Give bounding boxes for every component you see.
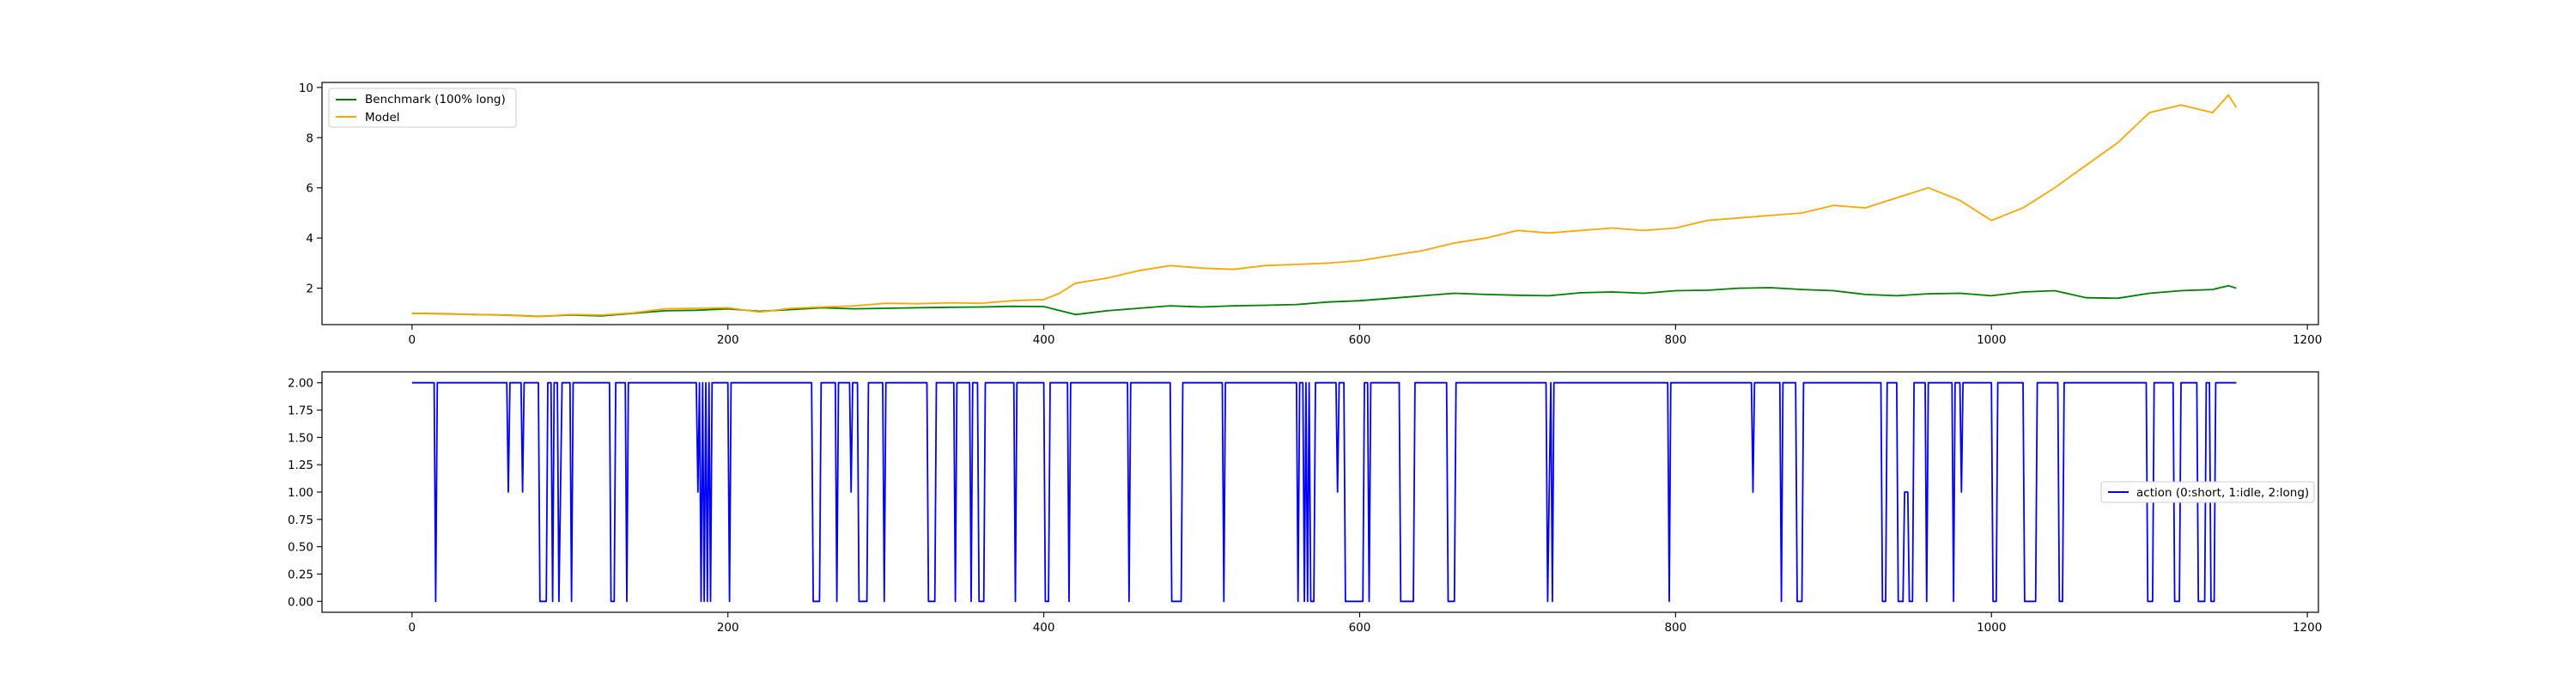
- bottom-x-axis: 0 200 400 600 800 1000 1200: [409, 612, 2322, 635]
- top-x-tick-label: 400: [1033, 333, 1055, 347]
- bottom-legend: action (0:short, 1:idle, 2:long): [2100, 481, 2315, 503]
- bottom-y-tick-label: 0.25: [288, 568, 313, 581]
- top-y-tick-label: 10: [299, 82, 313, 95]
- legend-label-model: Model: [365, 111, 400, 125]
- bottom-y-tick-label: 0.75: [288, 514, 313, 527]
- bottom-y-tick-label: 0.50: [288, 541, 313, 555]
- top-y-tick-label: 8: [306, 131, 313, 145]
- bottom-x-tick-label: 200: [717, 621, 739, 635]
- top-x-tick-label: 600: [1349, 333, 1371, 347]
- top-y-tick-label: 4: [306, 232, 313, 246]
- top-x-tick-label: 1200: [2293, 333, 2322, 347]
- bottom-x-tick-label: 1000: [1977, 621, 2006, 635]
- top-legend-box: [328, 88, 517, 128]
- bottom-y-axis: 0.00 0.25 0.50 0.75 1.00 1.25 1.50 1.75 2.00: [288, 377, 322, 609]
- top-y-axis: 2 4 6 8 10: [299, 82, 322, 296]
- bottom-panel: 0.00 0.25 0.50 0.75 1.00 1.25 1.50 1.75 2.00 0 20…: [288, 371, 2322, 635]
- top-y-tick-label: 6: [306, 182, 313, 196]
- bottom-y-tick-label: 2.00: [288, 377, 313, 391]
- bottom-x-tick-label: 600: [1349, 621, 1371, 635]
- bottom-series-lines: [411, 381, 2237, 603]
- legend-label-benchmark: Benchmark (100% long): [365, 93, 506, 106]
- top-series-lines: [411, 94, 2238, 318]
- top-series-line-1: [411, 94, 2238, 318]
- bottom-y-tick-label: 0.00: [288, 595, 313, 609]
- bottom-x-tick-label: 400: [1033, 621, 1055, 635]
- legend-label-action: action (0:short, 1:idle, 2:long): [2136, 486, 2309, 500]
- bottom-axes-frame: [321, 371, 2319, 613]
- top-x-tick-label: 1000: [1977, 333, 2006, 347]
- bottom-x-tick-label: 1200: [2293, 621, 2322, 635]
- bottom-series-line-0: [411, 381, 2237, 603]
- top-axes-frame: [321, 82, 2319, 325]
- top-x-tick-label: 0: [409, 333, 416, 347]
- top-panel: 2 4 6 8 10 0 200 400 600 800 1000 1200 Benchmark (…: [299, 82, 2322, 347]
- top-legend: Benchmark (100% long) Model: [328, 88, 517, 128]
- top-series-line-0: [411, 284, 2237, 318]
- bottom-y-tick-label: 1.00: [288, 486, 313, 500]
- top-y-tick-label: 2: [306, 283, 313, 296]
- bottom-y-tick-label: 1.50: [288, 431, 313, 445]
- bottom-y-tick-label: 1.25: [288, 459, 313, 472]
- bottom-x-tick-label: 800: [1664, 621, 1686, 635]
- bottom-legend-box: [2100, 481, 2315, 503]
- bottom-x-tick-label: 0: [409, 621, 416, 635]
- top-x-tick-label: 200: [717, 333, 739, 347]
- bottom-y-tick-label: 1.75: [288, 404, 313, 418]
- top-x-axis: 0 200 400 600 800 1000 1200: [409, 325, 2322, 347]
- top-x-tick-label: 800: [1664, 333, 1686, 347]
